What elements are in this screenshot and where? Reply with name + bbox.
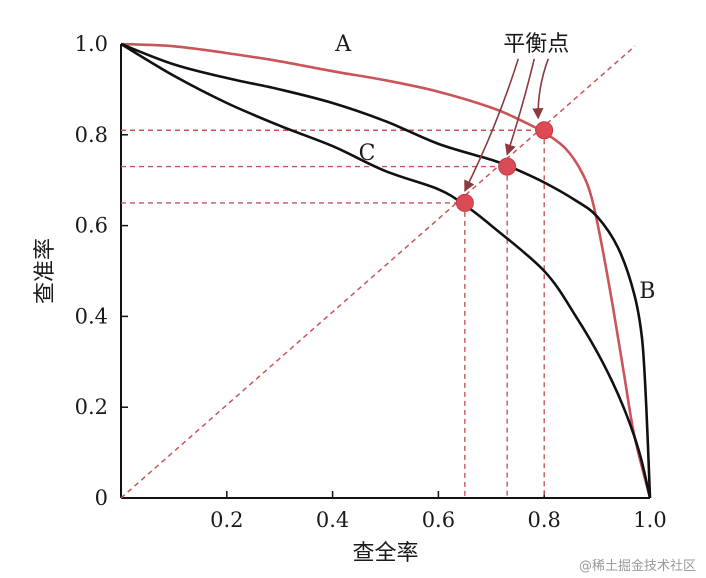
- x-tick-label: 0.8: [527, 508, 560, 532]
- x-axis-title: 查全率: [352, 541, 418, 566]
- diagonal-line: [120, 45, 636, 499]
- annotation-label: 平衡点: [503, 32, 569, 57]
- y-tick-label: 0: [95, 486, 108, 510]
- annotation-arrow-2: [504, 58, 536, 156]
- equilibrium-point-3: [535, 121, 554, 140]
- curve-label-c: C: [359, 141, 376, 166]
- curve-b: [120, 42, 652, 499]
- annotation-arrow-3: [532, 58, 550, 120]
- y-tick-label: 0.2: [75, 395, 108, 419]
- y-axis-title: 查准率: [33, 238, 58, 304]
- x-tick-label: 0.6: [422, 508, 455, 532]
- y-tick-label: 0.4: [75, 304, 108, 328]
- y-tick-label: 0.8: [75, 123, 108, 147]
- equilibrium-point-2: [498, 157, 517, 176]
- watermark: @稀土掘金技术社区: [578, 559, 696, 574]
- x-tick-label: 0.2: [210, 508, 243, 532]
- curve-label-a: A: [334, 32, 352, 57]
- plot-area: 0.2 0.4 0.6 0.8 1.0 0 0.2 0.4 0.6 0.8 1.0 查全率 查准率 A B C…: [33, 32, 667, 566]
- equilibrium-point-1: [455, 193, 474, 212]
- y-tick-label: 0.6: [75, 214, 108, 238]
- x-tick-label: 0.4: [316, 508, 349, 532]
- curve-a: [120, 42, 652, 499]
- x-tick-label: 1.0: [633, 508, 666, 532]
- y-tick-label: 1.0: [75, 32, 108, 56]
- curve-label-b: B: [639, 279, 655, 304]
- curve-c: [120, 42, 652, 499]
- annotation-arrow-1: [464, 58, 520, 192]
